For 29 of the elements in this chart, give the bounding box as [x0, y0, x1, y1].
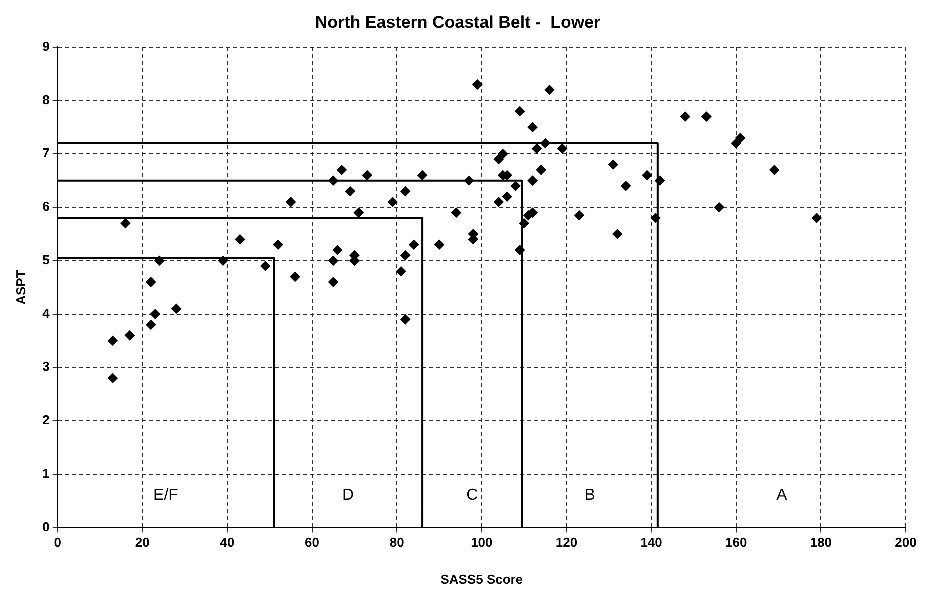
y-tick-label: 2 — [42, 412, 50, 428]
y-axis-title: ASPT — [13, 270, 28, 305]
x-tick-label: 200 — [895, 535, 917, 550]
annotation: D — [342, 487, 354, 504]
x-tick-label: 100 — [471, 535, 493, 550]
annotation: A — [776, 487, 788, 504]
x-tick-label: 180 — [810, 535, 832, 550]
annotation: B — [584, 487, 596, 504]
x-tick-label: 0 — [54, 535, 62, 550]
y-tick-label: 8 — [42, 92, 50, 108]
x-tick-label: 120 — [556, 535, 578, 550]
annotation: C — [466, 487, 478, 504]
x-tick-label: 20 — [135, 535, 150, 550]
x-tick-label: 160 — [726, 535, 748, 550]
x-tick-label: 80 — [390, 535, 404, 550]
x-axis-title: SASS5 Score — [440, 572, 524, 587]
y-tick-label: 0 — [42, 519, 50, 534]
y-tick-label: 5 — [42, 252, 50, 268]
y-tick-label: 9 — [42, 38, 50, 54]
annotation: E/F — [154, 487, 179, 504]
y-tick-label: 7 — [42, 146, 50, 161]
chart-title: North Eastern Coastal Belt - Lower — [315, 12, 602, 32]
y-tick-label: 1 — [42, 466, 50, 481]
x-tick-label: 140 — [640, 535, 662, 550]
y-tick-label: 4 — [42, 306, 51, 321]
y-tick-label: 6 — [42, 199, 50, 214]
x-tick-label: 60 — [305, 535, 320, 550]
y-tick-label: 3 — [42, 359, 50, 374]
x-tick-label: 40 — [220, 535, 235, 550]
